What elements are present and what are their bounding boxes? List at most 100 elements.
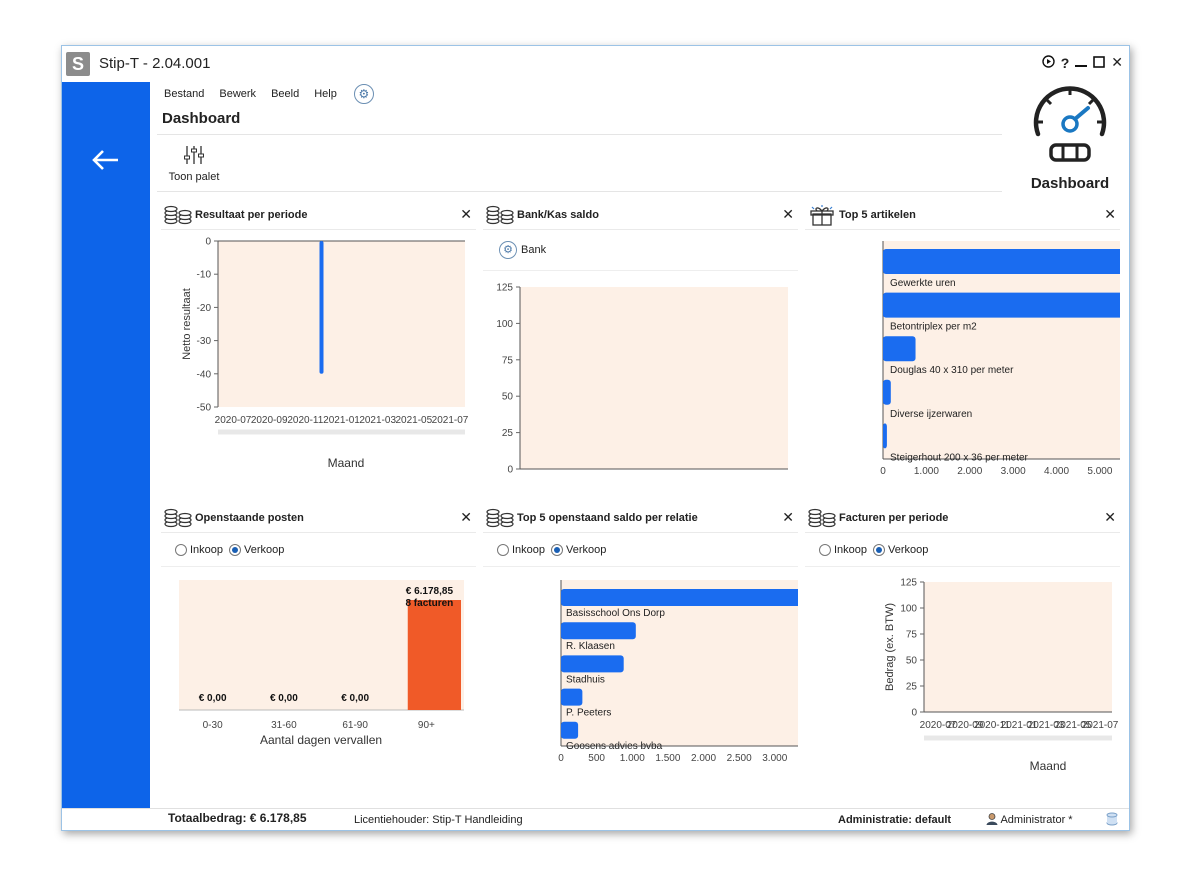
- plot-area: [218, 241, 465, 407]
- x-axis-tick-label: 2021-03: [1028, 720, 1065, 731]
- y-axis-tick-label: -50: [197, 403, 212, 414]
- radio-circle: [229, 544, 242, 557]
- data-sublabel: 8 facturen: [405, 598, 453, 609]
- x-axis-tick-label: 2021-03: [359, 415, 396, 426]
- bar: [561, 721, 579, 739]
- category-label: Betontriplex per m2: [890, 322, 977, 333]
- window-title: Stip-T - 2.04.001: [99, 55, 211, 72]
- radio-verkoop-label: Verkoop: [244, 544, 285, 556]
- divider: [483, 566, 798, 567]
- play-icon[interactable]: [1042, 54, 1055, 71]
- minimize-icon[interactable]: [1075, 55, 1088, 71]
- radio-verkoop[interactable]: Verkoop: [873, 544, 928, 557]
- coins-icon: [164, 205, 194, 230]
- chart-openstaande-posten: € 0,00 0-30 € 0,00 31-60 € 0,00 61-90 € 6.178,…: [179, 580, 464, 747]
- maximize-icon[interactable]: [1093, 55, 1106, 71]
- radio-circle: [819, 544, 831, 557]
- bank-selector[interactable]: ⚙ Bank: [499, 241, 546, 259]
- bar: [407, 600, 461, 710]
- panel-resultaat-per-periode: Resultaat per periode ✕ 0 -10 -20 -30 -40 -50…: [161, 201, 476, 491]
- radio-group: Inkoop Verkoop: [497, 544, 606, 557]
- x-axis-label: Aantal dagen vervallen: [260, 733, 382, 747]
- x-axis-tick-label: 2.500: [727, 753, 752, 764]
- x-axis-tick-label: 31-60: [271, 720, 297, 731]
- gift-box-icon: [808, 205, 838, 232]
- category-label: Basisschool Ons Dorp: [566, 608, 665, 619]
- radio-verkoop[interactable]: Verkoop: [551, 544, 606, 557]
- x-axis-tick-label: 1.500: [655, 753, 680, 764]
- panel-bank-kas-saldo: Bank/Kas saldo ✕ ⚙ Bank 125 100 75 50 25 0: [483, 201, 798, 491]
- category-label: Stadhuis: [566, 674, 605, 685]
- y-axis-tick-label: 125: [496, 283, 513, 294]
- user-indicator[interactable]: Administrator *: [986, 813, 1073, 826]
- chart-facturen-per-periode: 12510075502502020-072020-092020-112021-0…: [884, 578, 1119, 774]
- y-axis-label: Netto resultaat: [181, 288, 193, 360]
- panel-title: Top 5 artikelen: [839, 209, 916, 221]
- radio-inkoop[interactable]: Inkoop: [497, 544, 545, 557]
- y-axis-tick-label: 25: [502, 428, 514, 439]
- speedometer-icon: [1020, 80, 1120, 173]
- bar: [561, 622, 636, 640]
- x-axis-label: Maand: [1030, 759, 1067, 773]
- dashboard-badge-label: Dashboard: [1030, 175, 1110, 192]
- x-axis-tick-label: 2020-09: [947, 720, 984, 731]
- bar: [561, 688, 583, 706]
- close-icon[interactable]: ✕: [1111, 54, 1123, 70]
- panel-facturen-per-periode: Facturen per periode ✕ Inkoop Verkoop 12…: [805, 504, 1120, 804]
- panel-close-icon[interactable]: ✕: [460, 509, 472, 525]
- radio-circle: [497, 544, 509, 557]
- category-label: Gewerkte uren: [890, 278, 956, 289]
- panel-close-icon[interactable]: ✕: [782, 509, 794, 525]
- chart-top-5-artikelen: Gewerkte uren Betontriplex per m2 Douglas …: [880, 241, 1120, 477]
- menu-item-beeld[interactable]: Beeld: [271, 88, 300, 100]
- bar: [883, 336, 916, 362]
- database-icon[interactable]: [1106, 812, 1118, 829]
- toon-palet-button[interactable]: Toon palet: [166, 144, 222, 183]
- y-axis-tick-label: 0: [205, 237, 211, 248]
- panel-close-icon[interactable]: ✕: [460, 206, 472, 222]
- title-bar: S Stip-T - 2.04.001 ? ✕: [62, 46, 1129, 82]
- panel-close-icon[interactable]: ✕: [1104, 206, 1116, 222]
- category-label: P. Peeters: [566, 708, 611, 719]
- user-name: Administrator *: [1000, 814, 1073, 826]
- bar: [561, 589, 798, 606]
- plot-area: [883, 241, 1120, 459]
- menu-item-help[interactable]: Help: [314, 88, 337, 100]
- category-label: Douglas 40 x 310 per meter: [890, 365, 1014, 376]
- bar: [883, 249, 1120, 274]
- x-axis-tick-label: 2021-05: [395, 415, 432, 426]
- plot-area: [924, 582, 1112, 712]
- x-axis-tick-label: 2021-01: [323, 415, 360, 426]
- x-axis-tick-label: 500: [588, 753, 605, 764]
- status-bar: Licentiehouder: Stip-T Handleiding Admin…: [62, 808, 1129, 831]
- y-axis-tick-label: 100: [900, 604, 917, 615]
- radio-verkoop[interactable]: Verkoop: [229, 544, 285, 557]
- y-axis-tick-label: 0: [507, 465, 513, 476]
- radio-circle: [551, 544, 564, 557]
- menu-item-bewerk[interactable]: Bewerk: [219, 88, 257, 100]
- panel-close-icon[interactable]: ✕: [782, 206, 794, 222]
- back-arrow-icon[interactable]: [90, 148, 120, 178]
- menu-item-bestand[interactable]: Bestand: [164, 88, 205, 100]
- category-label: Steigerhout 200 x 36 per meter: [890, 452, 1029, 463]
- x-axis-tick-label: 5.000: [1087, 466, 1112, 477]
- y-axis-label: Bedrag (ex. BTW): [884, 603, 896, 691]
- settings-gear-icon[interactable]: ⚙: [353, 84, 374, 104]
- administratie-text: Administratie: default: [838, 814, 952, 826]
- user-icon: [986, 813, 998, 825]
- panel-close-icon[interactable]: ✕: [1104, 509, 1116, 525]
- y-axis-tick-label: 50: [502, 392, 514, 403]
- x-axis-tick-label: 2021-05: [1055, 720, 1092, 731]
- radio-inkoop[interactable]: Inkoop: [175, 544, 223, 557]
- y-axis-tick-label: 100: [496, 319, 513, 330]
- total-amount: Totaalbedrag: € 6.178,85: [168, 811, 307, 825]
- radio-inkoop[interactable]: Inkoop: [819, 544, 867, 557]
- plot-area: [520, 287, 788, 469]
- help-icon[interactable]: ?: [1060, 54, 1070, 71]
- bar: [319, 241, 324, 374]
- licentiehouder-text: Licentiehouder: Stip-T Handleiding: [354, 814, 523, 826]
- y-axis-tick-label: 50: [906, 656, 918, 667]
- bank-label: Bank: [521, 244, 547, 256]
- sliders-icon: [166, 144, 222, 171]
- x-axis-tick-label: 2.000: [691, 753, 716, 764]
